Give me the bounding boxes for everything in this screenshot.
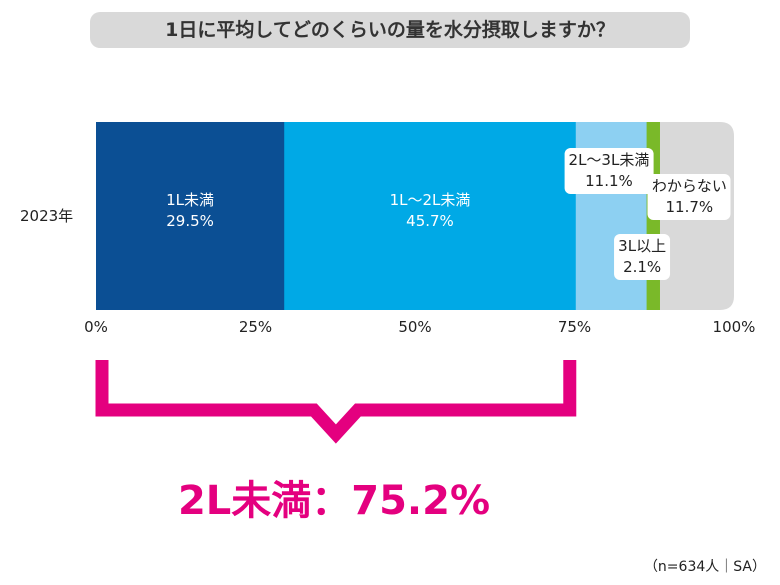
x-tick-label: 100% [712, 318, 756, 336]
data-label: 3L以上 2.1% [614, 234, 671, 280]
data-label: 2L〜3L未満 11.1% [564, 148, 654, 194]
series-name: 3L以上 [618, 237, 667, 255]
value-label: 11.7% [665, 198, 714, 216]
value-label: 2.1% [623, 258, 662, 276]
bracket [95, 360, 577, 444]
series-name: わからない [651, 177, 727, 195]
value-label: 11.1% [585, 172, 633, 190]
series-name: 2L〜3L未満 [568, 151, 650, 169]
x-tick-label: 50% [398, 318, 432, 336]
series-name: 1L未満 [166, 191, 215, 209]
series-name: 1L〜2L未満 [389, 191, 471, 209]
data-label: わからない 11.7% [647, 174, 731, 220]
value-label: 45.7% [406, 212, 454, 230]
chart-title: 1日に平均してどのくらいの量を水分摂取しますか？ [90, 12, 690, 48]
x-tick-label: 0% [84, 318, 108, 336]
x-tick-label: 75% [557, 318, 592, 336]
category-label: 2023年 [20, 207, 74, 225]
bar-segment [96, 122, 285, 310]
x-tick-label: 25% [238, 318, 273, 336]
data-label: 1L〜2L未満 45.7% [386, 188, 475, 234]
bar-segment [284, 122, 577, 310]
summary-annotation: 2L未満：75.2% [177, 478, 491, 524]
value-label: 29.5% [166, 212, 214, 230]
data-label: 1L未満 29.5% [162, 188, 218, 234]
sample-note: （n=634人｜SA） [643, 559, 766, 575]
